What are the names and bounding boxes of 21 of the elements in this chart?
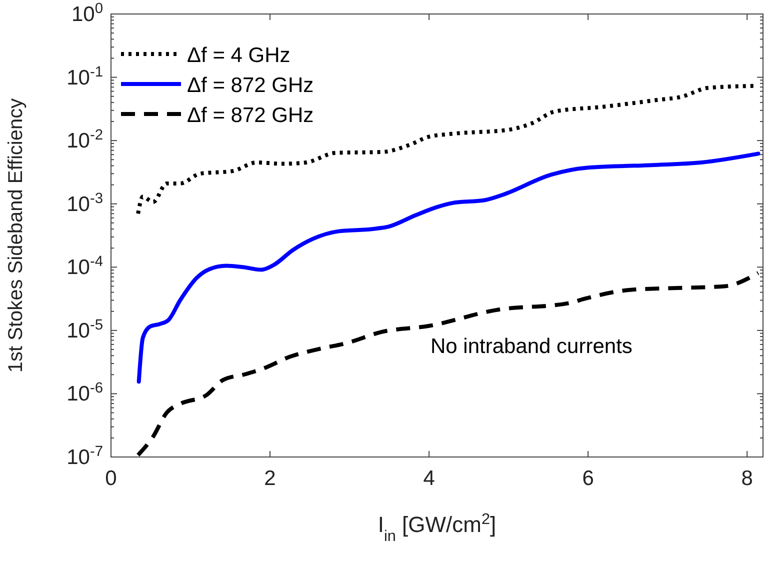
- y-tick-label: 10$^{-7}$: [66, 444, 103, 469]
- y-tick-label: 10$^{-6}$: [66, 380, 103, 406]
- x-tick-label: 0: [105, 467, 117, 490]
- line-series: [136, 152, 760, 384]
- y-tick-label: 10$^{-1}$: [66, 64, 103, 90]
- y-tick-label: 10$^{-2}$: [66, 128, 103, 153]
- y-tick-label: 10$^{-3}$: [66, 190, 103, 216]
- y-tick-label: 10$^{-5}$: [66, 317, 103, 342]
- x-tick-label: 8: [741, 467, 753, 490]
- y-axis-title: 1st Stokes Sideband Efficiency: [5, 98, 27, 373]
- line-series: [136, 270, 760, 457]
- y-tick-label: 10$^{-4}$: [66, 254, 103, 280]
- legend-label: Δf = 872 GHz: [187, 74, 314, 97]
- x-tick-label: 2: [264, 467, 276, 490]
- x-tick-label: 4: [423, 467, 436, 490]
- x-axis-title: I$_{in}$ [GW/cm$^{2}$]: [378, 510, 496, 544]
- legend-label: Δf = 872 GHz: [187, 104, 314, 127]
- annotation: No intraband currents: [430, 334, 632, 358]
- legend-label: Δf = 4 GHz: [187, 44, 290, 67]
- x-tick-label: 6: [582, 467, 594, 490]
- y-tick-label: 10$^{0}$: [71, 1, 103, 26]
